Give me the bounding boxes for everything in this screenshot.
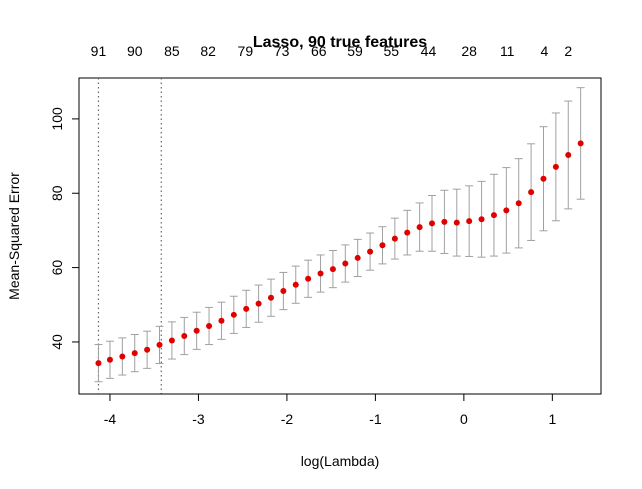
data-point (317, 270, 324, 277)
data-point (429, 220, 436, 227)
top-tick-label: 4 (540, 43, 548, 59)
data-point (106, 356, 113, 363)
data-point (404, 229, 411, 236)
data-point (193, 327, 200, 334)
top-tick-label: 44 (421, 43, 437, 59)
top-tick-label: 55 (384, 43, 400, 59)
top-tick-label: 28 (461, 43, 477, 59)
data-point (131, 350, 138, 357)
data-point (243, 305, 250, 312)
data-point (552, 163, 559, 170)
y-tick-label: 40 (49, 334, 65, 350)
data-point (329, 266, 336, 273)
data-point (119, 353, 126, 360)
data-point (206, 322, 213, 329)
y-tick-label: 100 (49, 107, 65, 131)
data-point (255, 300, 262, 307)
top-tick-label: 82 (200, 43, 216, 59)
y-tick-label: 60 (49, 260, 65, 276)
data-point (168, 337, 175, 344)
top-tick-label: 91 (91, 43, 107, 59)
data-point (453, 219, 460, 226)
data-point (540, 175, 547, 182)
x-tick-label: 1 (548, 411, 556, 427)
x-tick-label: -4 (104, 411, 117, 427)
data-point (391, 235, 398, 242)
data-point (292, 281, 299, 288)
top-tick-label: 85 (164, 43, 180, 59)
data-point (267, 294, 274, 301)
top-tick-label: 11 (500, 43, 515, 59)
data-point (342, 260, 349, 267)
data-points (95, 140, 584, 367)
x-axis: -4 -3 -2 -1 0 1 (104, 393, 556, 427)
top-axis-labels: 91 90 85 82 79 73 66 59 55 44 28 11 4 2 (91, 43, 573, 59)
y-tick-label: 80 (49, 185, 65, 201)
x-axis-label: log(Lambda) (301, 453, 380, 469)
top-tick-label: 66 (311, 43, 327, 59)
error-bars (94, 87, 585, 383)
data-point (230, 311, 237, 318)
chart-title: Lasso, 90 true features (253, 34, 427, 51)
data-point (478, 216, 485, 223)
data-point (95, 360, 102, 367)
data-point (379, 242, 386, 249)
top-tick-label: 79 (238, 43, 254, 59)
data-point (416, 224, 423, 231)
data-point (305, 275, 312, 282)
top-tick-label: 59 (347, 43, 363, 59)
data-point (490, 212, 497, 219)
data-point (565, 151, 572, 158)
data-point (503, 207, 510, 214)
reference-lines (97, 78, 162, 394)
data-point (441, 218, 448, 225)
data-point (354, 254, 361, 261)
data-point (367, 248, 374, 255)
y-axis-label: Mean-Squared Error (6, 172, 22, 300)
top-tick-label: 2 (564, 43, 572, 59)
x-tick-label: -1 (369, 411, 382, 427)
x-tick-label: 0 (460, 411, 468, 427)
x-tick-label: -2 (281, 411, 294, 427)
data-point (466, 218, 473, 225)
top-tick-label: 90 (127, 43, 143, 59)
data-point (156, 341, 163, 348)
x-tick-label: -3 (192, 411, 205, 427)
data-point (280, 288, 287, 295)
data-point (144, 346, 151, 353)
data-point (528, 189, 535, 196)
data-point (218, 317, 225, 324)
data-point (577, 140, 584, 147)
top-tick-label: 73 (274, 43, 290, 59)
data-point (181, 333, 188, 340)
data-point (515, 200, 522, 207)
y-axis: 40 60 80 100 (49, 107, 80, 350)
